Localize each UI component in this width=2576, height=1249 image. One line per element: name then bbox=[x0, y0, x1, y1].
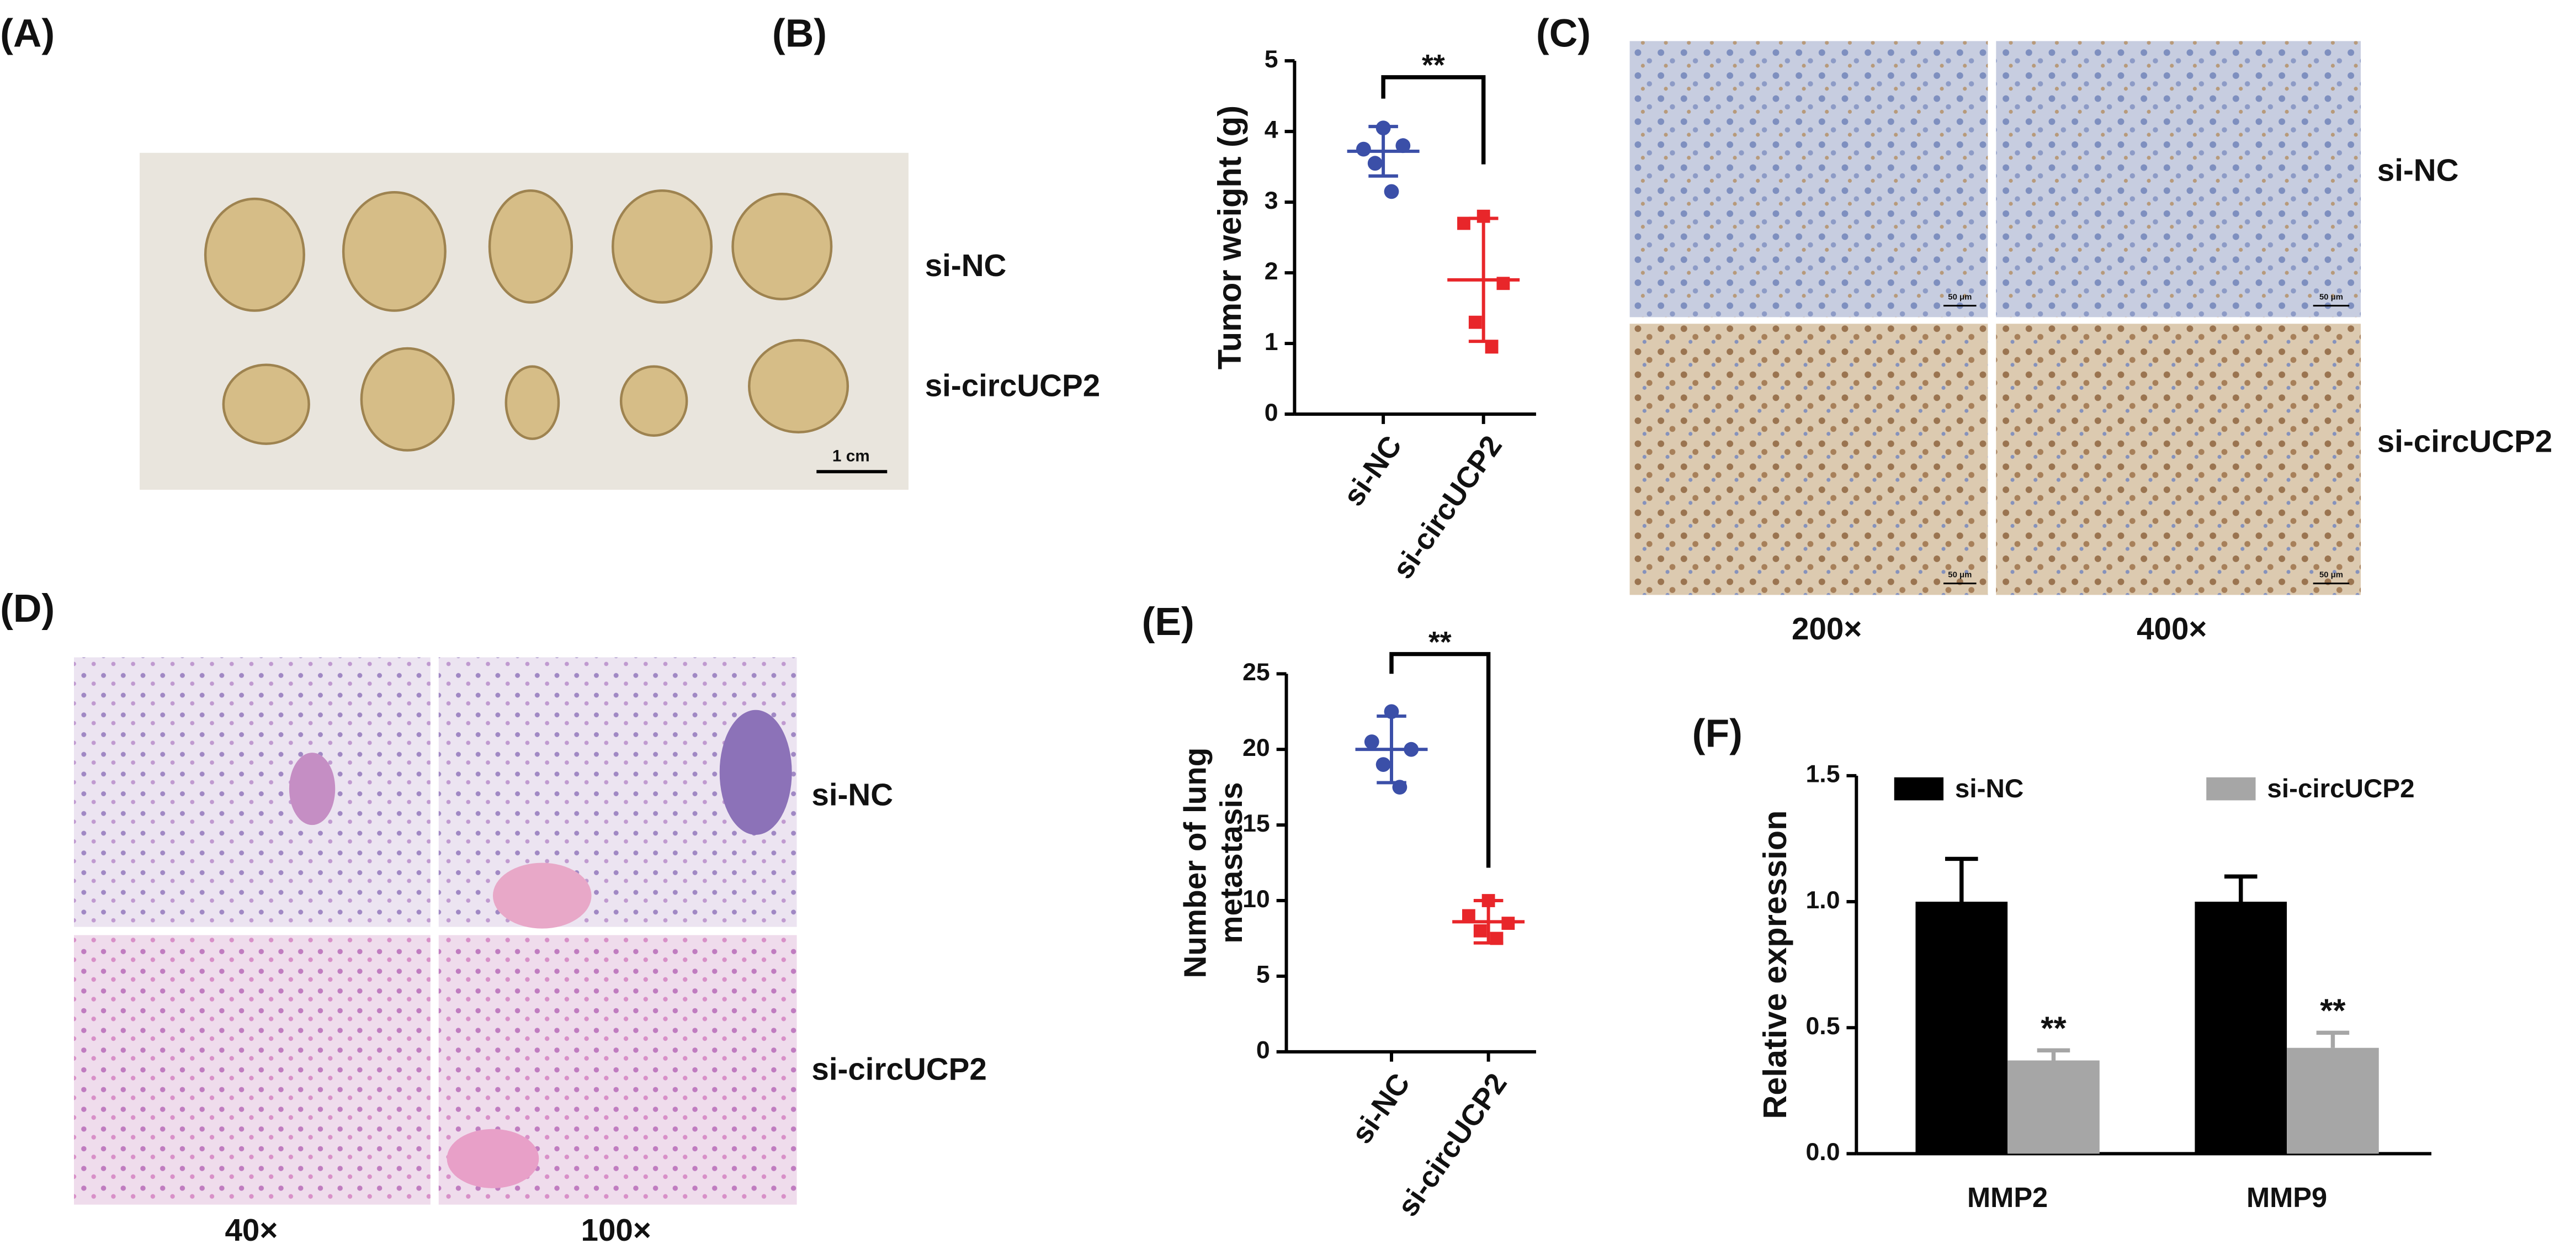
y-tick-label: 10 bbox=[1242, 886, 1270, 913]
data-point bbox=[1457, 216, 1470, 230]
x-tick-label: si-NC bbox=[1337, 430, 1409, 512]
data-point bbox=[1462, 909, 1475, 923]
significance-bracket bbox=[1381, 75, 1486, 165]
ihc-images bbox=[1629, 41, 2361, 595]
panel-label: (F) bbox=[1692, 711, 1743, 755]
y-tick-label: 0 bbox=[1265, 399, 1278, 426]
scale-bar-label: 50 μm bbox=[2319, 571, 2343, 580]
x-tick-label: MMP2 bbox=[1967, 1182, 2048, 1213]
y-axis-label: Tumor weight (g) bbox=[1211, 105, 1248, 369]
y-tick-label: 0.5 bbox=[1805, 1013, 1840, 1040]
row-label: si-NC bbox=[2377, 152, 2459, 187]
significance-label: ** bbox=[2041, 1009, 2067, 1046]
bar bbox=[1915, 902, 2008, 1154]
bar bbox=[2195, 902, 2287, 1154]
y-tick-label: 1.0 bbox=[1805, 887, 1840, 914]
data-point bbox=[1375, 757, 1391, 772]
panel-label: (B) bbox=[772, 11, 827, 55]
y-tick-label: 4 bbox=[1265, 117, 1278, 144]
y-tick-label: 2 bbox=[1265, 258, 1278, 285]
significance-label: ** bbox=[1422, 49, 1445, 82]
row-label: si-NC bbox=[925, 248, 1007, 283]
row-label: si-circUCP2 bbox=[2377, 424, 2552, 459]
x-tick-label: si-NC bbox=[1346, 1068, 1417, 1150]
data-point bbox=[1473, 924, 1487, 938]
row-label: si-NC bbox=[811, 777, 893, 812]
data-point bbox=[1384, 184, 1399, 199]
tumor-photo bbox=[140, 152, 909, 490]
panel-label: (C) bbox=[1536, 11, 1591, 55]
bar bbox=[2287, 1047, 2379, 1154]
significance-label: ** bbox=[1428, 626, 1452, 659]
y-tick-label: 1 bbox=[1265, 329, 1278, 356]
y-axis-label: Number of lung bbox=[1178, 748, 1213, 978]
y-axis-label: Relative expression bbox=[1756, 811, 1793, 1119]
panel-label: (D) bbox=[0, 586, 55, 631]
data-point bbox=[1356, 141, 1371, 157]
y-tick-label: 20 bbox=[1242, 734, 1270, 761]
bar bbox=[2007, 1060, 2100, 1154]
y-tick-label: 0 bbox=[1256, 1037, 1270, 1064]
y-tick-label: 0.0 bbox=[1805, 1139, 1840, 1166]
significance-bracket bbox=[1389, 652, 1491, 868]
row-label: si-circUCP2 bbox=[925, 368, 1100, 403]
panel-label: (A) bbox=[0, 11, 55, 55]
y-tick-label: 5 bbox=[1265, 46, 1278, 73]
panel-label: (E) bbox=[1142, 600, 1194, 644]
row-label: si-circUCP2 bbox=[811, 1051, 986, 1086]
column-label: 100× bbox=[581, 1213, 651, 1247]
y-tick-label: 25 bbox=[1242, 659, 1270, 686]
scale-bar-label: 1 cm bbox=[832, 447, 870, 465]
column-label: 40× bbox=[225, 1213, 278, 1247]
y-tick-label: 3 bbox=[1265, 187, 1278, 214]
y-tick-label: 15 bbox=[1242, 810, 1270, 837]
data-point bbox=[1468, 315, 1482, 329]
legend-swatch bbox=[2206, 777, 2256, 801]
y-tick-label: 1.5 bbox=[1805, 761, 1840, 788]
scale-bar-label: 50 μm bbox=[1948, 293, 1972, 302]
legend-swatch bbox=[1894, 777, 1944, 801]
y-axis-label: metastasis bbox=[1214, 782, 1249, 943]
data-point bbox=[1395, 138, 1411, 154]
he-images bbox=[74, 657, 797, 1205]
legend-label: si-NC bbox=[1955, 774, 2023, 803]
scale-bar-label: 50 μm bbox=[1948, 571, 1972, 580]
significance-label: ** bbox=[2320, 992, 2346, 1029]
scale-bar-label: 50 μm bbox=[2319, 293, 2343, 302]
column-label: 400× bbox=[2137, 611, 2207, 646]
y-tick-label: 5 bbox=[1256, 961, 1270, 988]
column-label: 200× bbox=[1792, 611, 1862, 646]
data-point bbox=[1485, 340, 1499, 354]
legend-label: si-circUCP2 bbox=[2267, 774, 2414, 803]
data-point bbox=[1367, 156, 1383, 171]
data-point bbox=[1364, 734, 1379, 749]
x-tick-label: MMP9 bbox=[2246, 1182, 2327, 1213]
